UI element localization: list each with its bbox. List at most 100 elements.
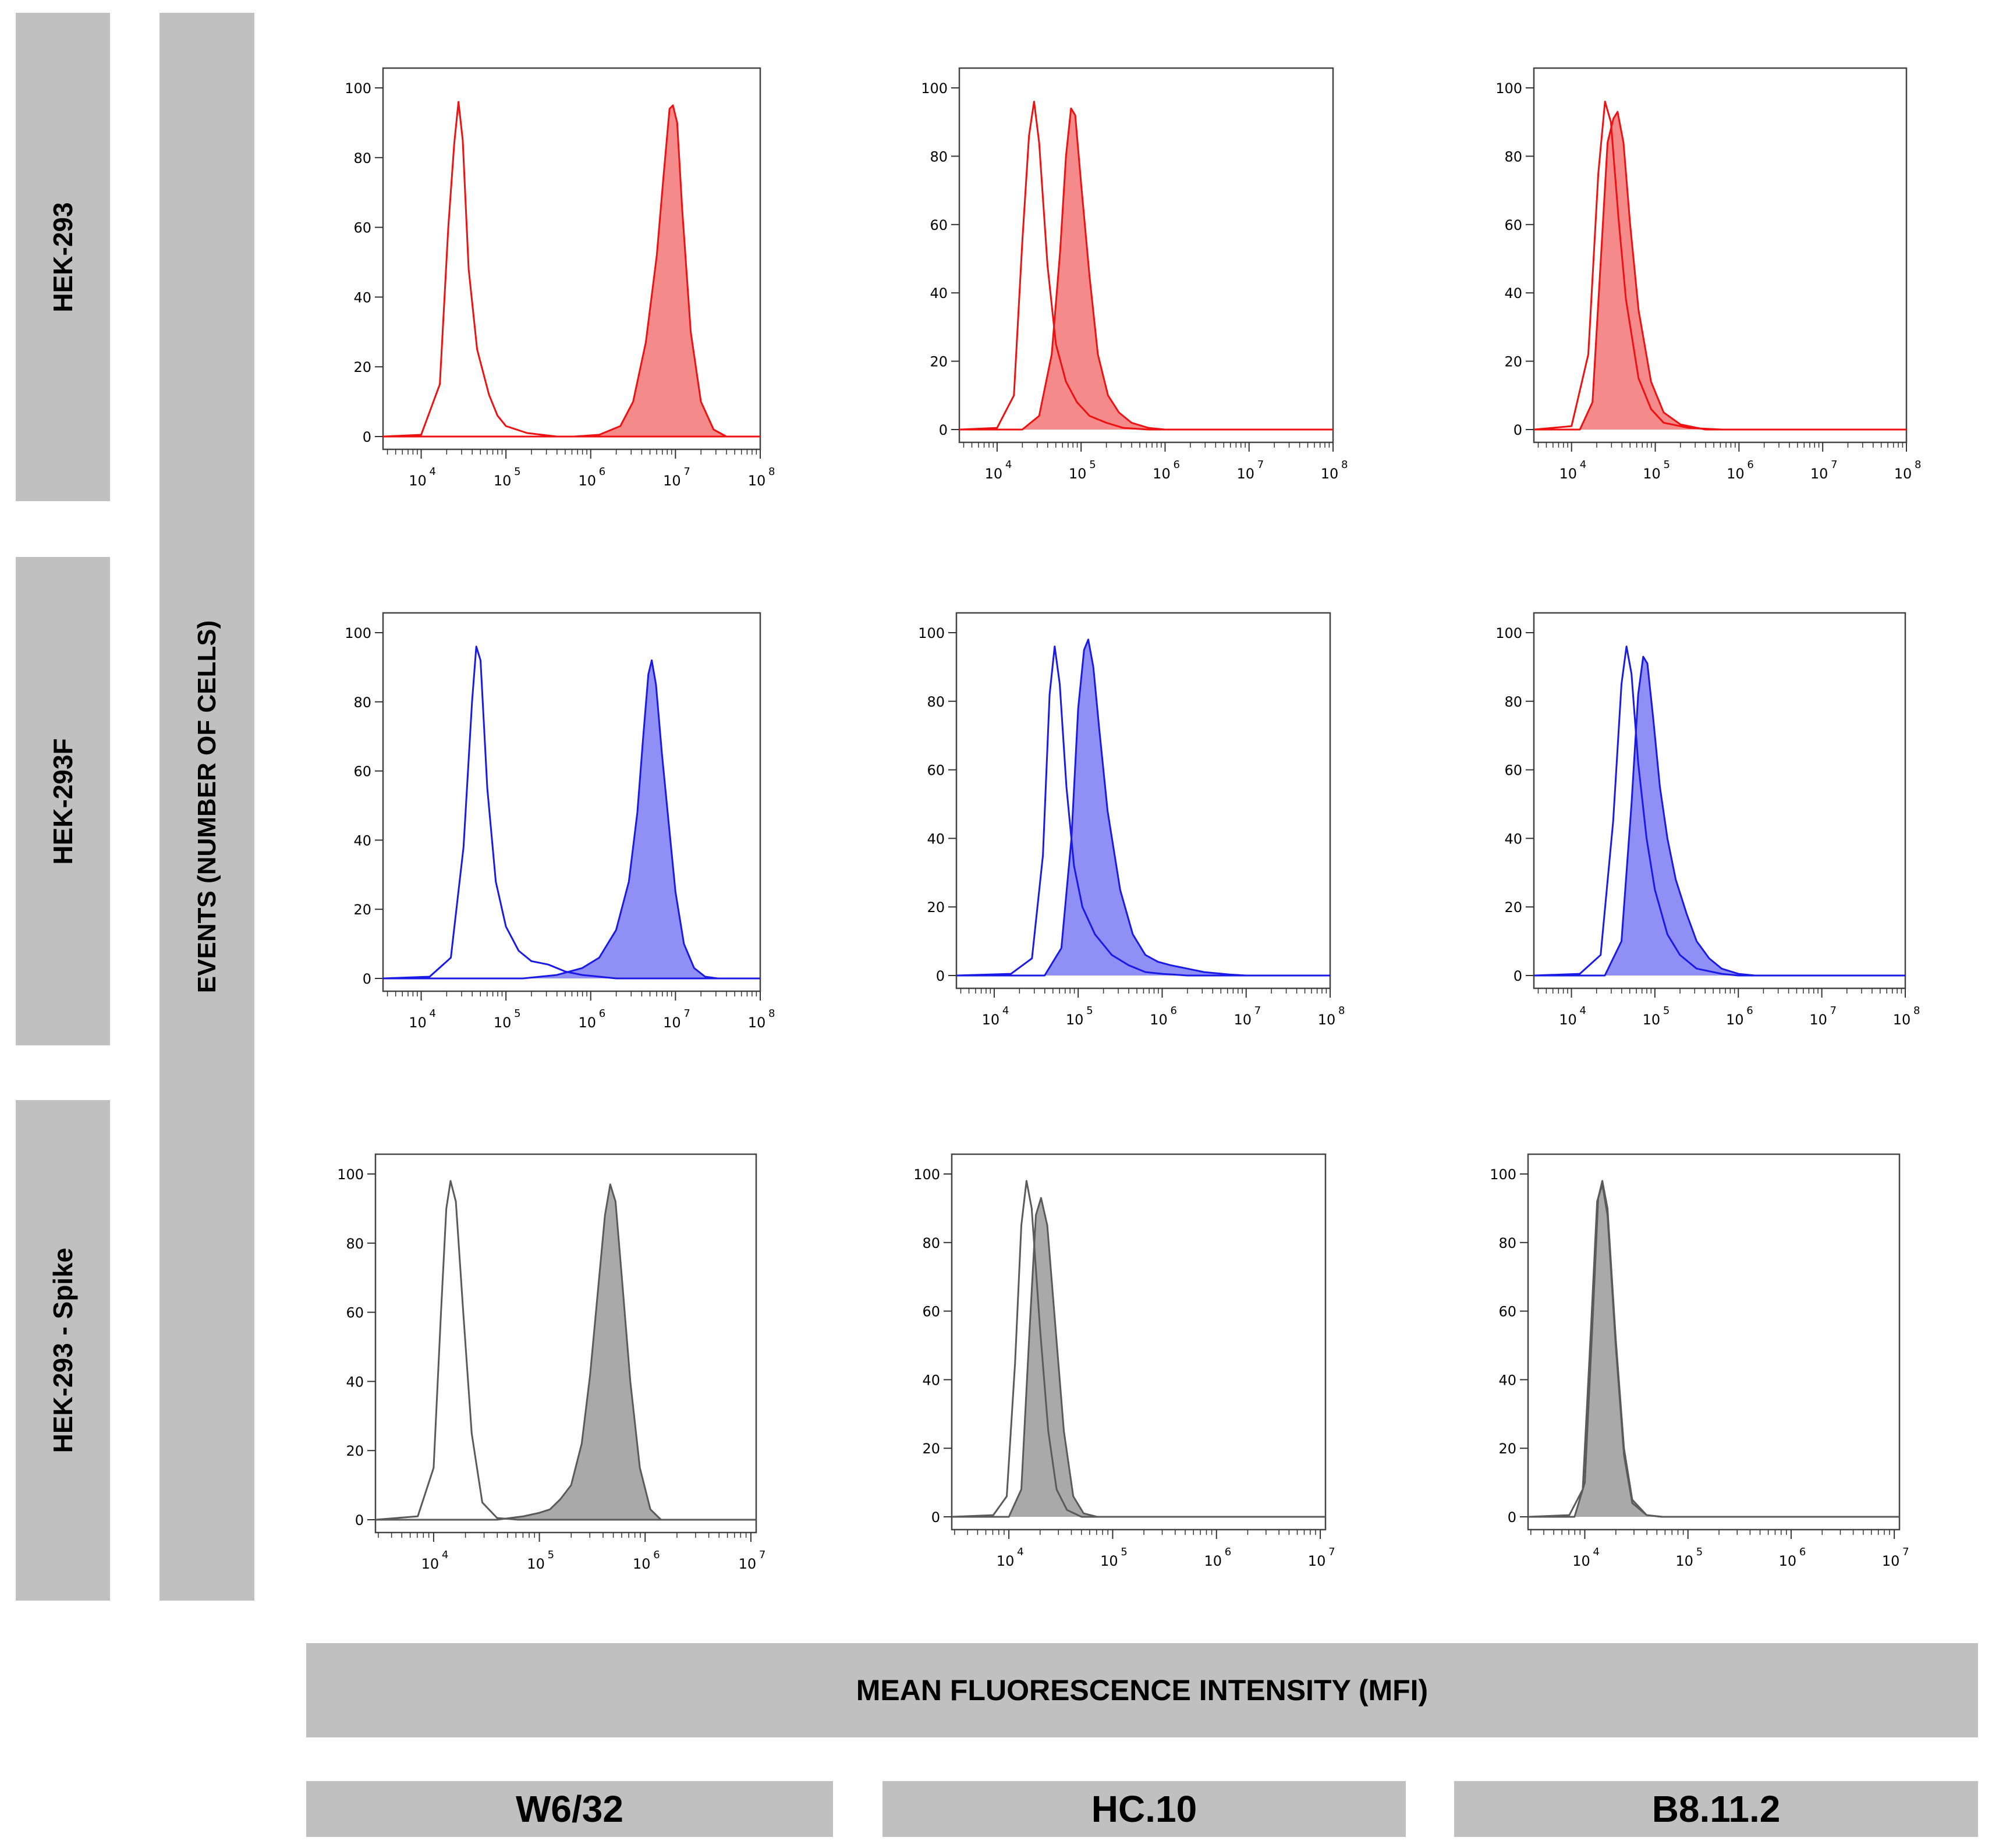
x-tick-exponent: 7 [1831,459,1837,471]
x-tick-label: 10 [1321,466,1339,482]
y-tick-label: 80 [353,694,371,711]
y-tick-label: 0 [1514,968,1522,984]
y-tick-label: 100 [345,625,371,641]
x-tick-exponent: 4 [1002,1005,1009,1017]
x-tick-label: 10 [1234,1012,1252,1028]
column-label-text: HC.10 [1091,1788,1197,1830]
x-tick-exponent: 7 [1328,1546,1335,1558]
y-tick-label: 20 [1504,899,1522,916]
plot-frame [951,1153,1327,1531]
x-tick-exponent: 5 [514,1008,520,1020]
x-tick-label: 10 [1893,1012,1911,1028]
x-tick-label: 10 [1204,1553,1222,1569]
y-tick-label: 40 [927,831,945,847]
y-tick-label: 80 [346,1236,364,1252]
stained-histogram-fill [952,1198,1325,1517]
y-tick-label: 80 [1504,148,1522,165]
x-tick-label: 10 [663,1015,681,1031]
y-tick-label: 80 [1498,1235,1516,1251]
y-tick-label: 0 [1514,422,1522,438]
stained-histogram-line [1534,111,1906,431]
y-tick-label: 20 [353,359,371,375]
y-tick-label: 40 [346,1374,364,1390]
y-tick-label: 60 [930,217,948,233]
plot-frame [382,67,761,451]
x-tick-exponent: 8 [1915,459,1921,471]
plot-frame [955,612,1331,989]
plot-frame [382,612,761,992]
column-label-text: B8.11.2 [1651,1788,1781,1830]
x-tick-label: 10 [1809,1012,1827,1028]
x-tick-exponent: 8 [1341,459,1348,471]
x-tick-exponent: 4 [430,466,436,478]
x-tick-exponent: 4 [1580,1005,1586,1017]
stained-histogram-fill [383,105,760,437]
control-histogram-line [1533,101,1906,431]
y-tick-label: 100 [921,80,948,97]
x-tick-label: 10 [1643,466,1661,482]
x-tick-exponent: 4 [1005,459,1012,471]
x-tick-label: 10 [633,1556,651,1572]
x-tick-label: 10 [739,1556,757,1572]
control-histogram-line [1527,1183,1899,1518]
x-tick-exponent: 5 [514,466,520,478]
y-tick-label: 40 [353,289,371,306]
x-tick-exponent: 5 [1089,459,1096,471]
y-tick-label: 20 [930,354,948,370]
y-tick-label: 80 [353,150,371,166]
y-tick-label: 60 [1498,1304,1516,1320]
y-tick-label: 20 [1498,1441,1516,1457]
y-tick-label: 0 [363,971,371,987]
x-tick-exponent: 6 [653,1549,660,1561]
stained-histogram-line [952,1197,1325,1518]
x-tick-exponent: 7 [1902,1546,1909,1558]
x-tick-exponent: 7 [1257,459,1264,471]
x-tick-label: 10 [1150,1012,1168,1028]
x-tick-exponent: 5 [1696,1546,1703,1558]
y-tick-label: 20 [353,902,371,918]
y-tick-label: 20 [1504,354,1522,370]
control-histogram-line [382,101,760,438]
stained-histogram-fill [956,639,1330,976]
x-tick-exponent: 6 [1170,1005,1176,1017]
x-tick-exponent: 8 [1338,1005,1345,1017]
y-tick-label: 100 [918,625,945,641]
control-histogram-line [951,1180,1325,1518]
x-tick-exponent: 4 [1017,1546,1023,1558]
x-axis-label: MEAN FLUORESCENCE INTENSITY (MFI) [856,1674,1429,1707]
y-tick-label: 40 [353,832,371,849]
x-tick-label: 10 [1810,466,1828,482]
stained-histogram-line [959,107,1333,431]
x-tick-label: 10 [409,1015,427,1031]
x-tick-exponent: 4 [430,1008,436,1020]
x-tick-label: 10 [1559,1012,1577,1028]
y-tick-label: 60 [346,1305,364,1321]
y-tick-label: 40 [1504,831,1522,847]
x-tick-label: 10 [1100,1553,1118,1569]
control-histogram-line [1533,645,1905,977]
stained-histogram-fill [1528,1180,1899,1517]
y-tick-label: 60 [922,1304,940,1320]
control-histogram-line [375,1180,756,1521]
column-label-text: W6/32 [516,1788,623,1830]
y-tick-label: 0 [939,422,948,438]
x-tick-exponent: 7 [683,1008,690,1020]
x-tick-exponent: 8 [768,1008,775,1020]
y-tick-label: 100 [1495,625,1522,641]
control-histogram-line [956,645,1330,977]
plot-frame [374,1153,757,1534]
x-tick-exponent: 4 [1593,1546,1599,1558]
x-tick-exponent: 5 [548,1549,554,1561]
y-tick-label: 100 [1495,80,1522,97]
row-label-hek293f: HEK-293F [16,557,110,1045]
x-tick-label: 10 [1559,466,1577,482]
x-tick-label: 10 [1066,1012,1084,1028]
